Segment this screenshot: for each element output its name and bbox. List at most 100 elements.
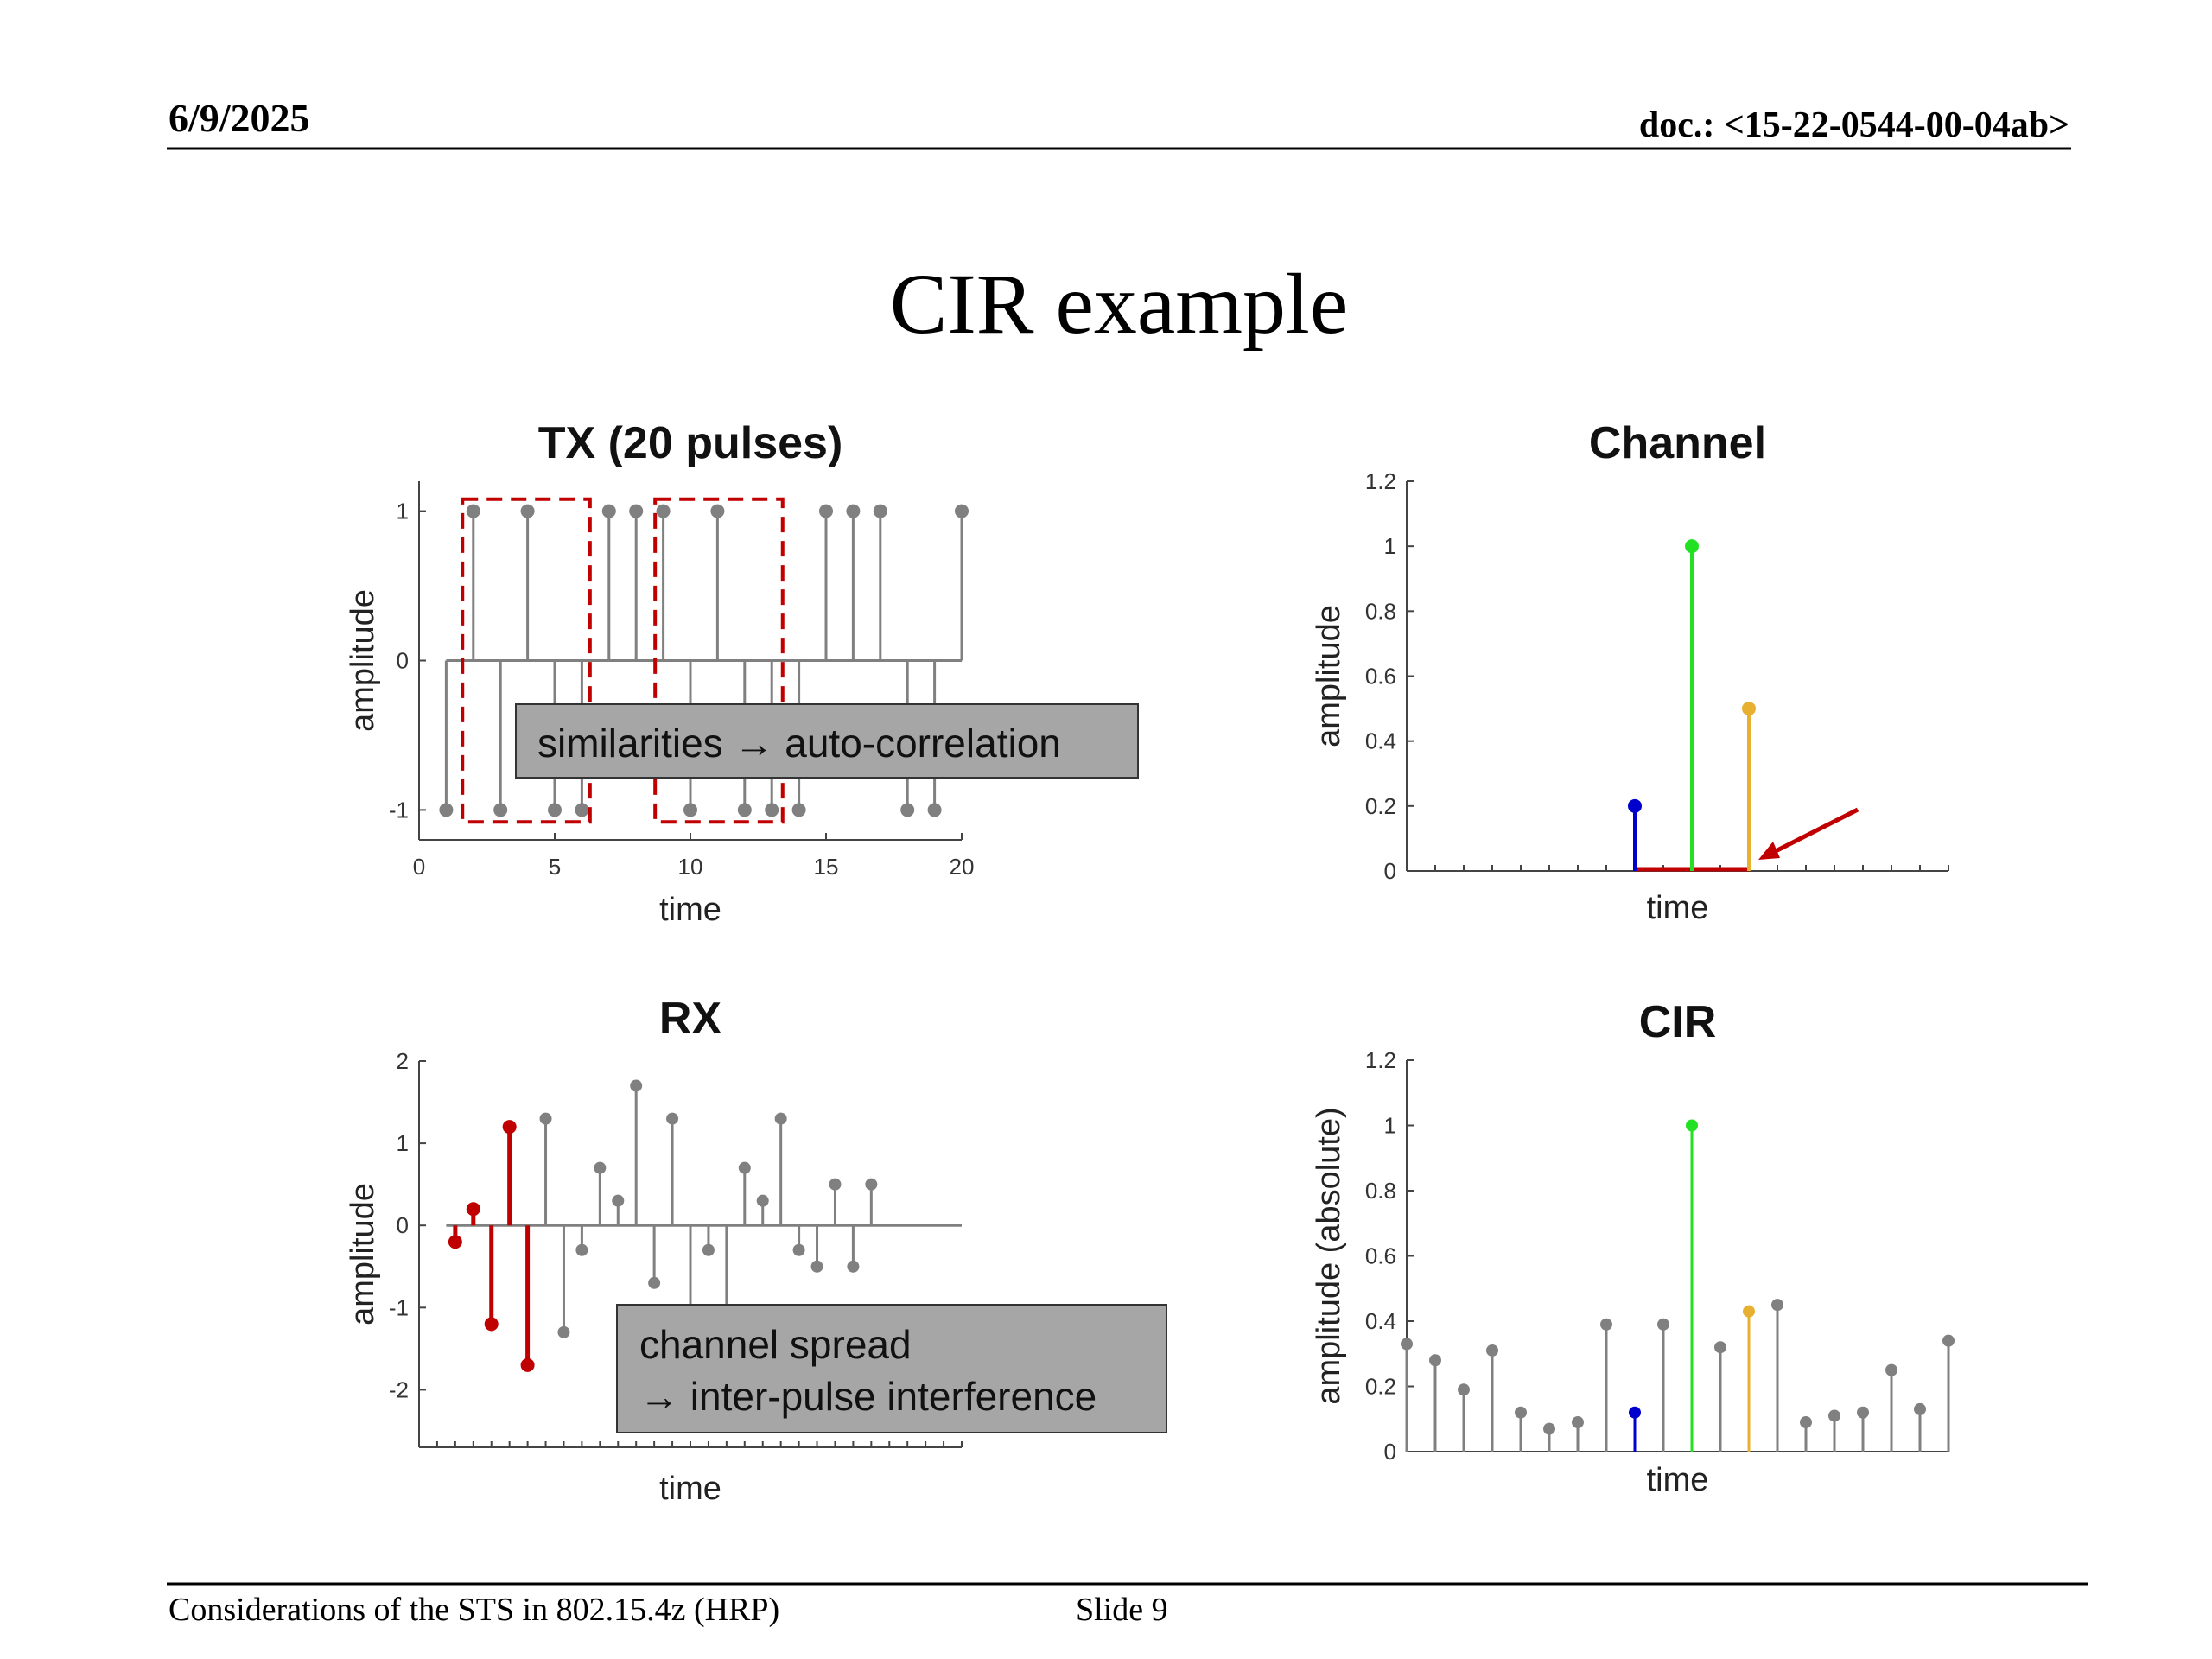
tx-pulse-marker xyxy=(737,803,752,817)
tx-y-tick-label: 1 xyxy=(397,499,409,524)
rx-sample-marker xyxy=(792,1243,805,1256)
cir-tap-marker xyxy=(1885,1363,1897,1376)
channel-arrow-head xyxy=(1758,842,1780,860)
rx-sample-marker xyxy=(666,1112,679,1125)
tx-pulse-marker xyxy=(791,803,806,817)
rx-sample-highlight-marker xyxy=(484,1317,499,1332)
rx-sample-marker xyxy=(702,1243,715,1256)
tx-y-tick-label: 0 xyxy=(397,648,409,674)
tx-pulse-marker xyxy=(873,504,887,518)
cir-tap-marker xyxy=(1486,1344,1498,1357)
tx-annotation: similarities → auto-correlation xyxy=(515,703,1139,779)
channel-arrow-shaft xyxy=(1767,807,1859,857)
rx-sample-marker xyxy=(594,1161,607,1174)
tx-pulse-marker xyxy=(629,504,644,518)
rx-y-tick-label: 2 xyxy=(397,1048,409,1074)
cir-tap-marker xyxy=(1714,1341,1726,1354)
rx-y-tick-label: 0 xyxy=(397,1212,409,1238)
tx-pulse-marker xyxy=(710,504,725,518)
channel-y-tick-label: 0.6 xyxy=(1365,664,1396,690)
tx-pulse-marker xyxy=(493,803,508,817)
tx-highlight-box xyxy=(461,497,592,824)
rx-sample-highlight-marker xyxy=(448,1235,462,1249)
tx-x-tick-label: 10 xyxy=(678,854,703,880)
channel-arrow xyxy=(1758,807,1859,860)
cir-tap-marker xyxy=(1458,1383,1470,1396)
footer-left: Considerations of the STS in 802.15.4z (… xyxy=(168,1592,779,1628)
cir-tap-marker xyxy=(1543,1422,1555,1435)
rx-sample-marker xyxy=(575,1243,588,1256)
rx-sample-marker xyxy=(612,1194,625,1207)
cir-tap-blue-marker xyxy=(1629,1406,1641,1419)
rx-sample-marker xyxy=(865,1178,878,1191)
cir-xlabel: time xyxy=(1647,1462,1709,1498)
tx-xlabel: time xyxy=(659,892,721,928)
tx-y-tick-label: -1 xyxy=(389,797,409,823)
tx-pulse-marker xyxy=(819,504,833,518)
cir-tap-marker xyxy=(1600,1318,1612,1331)
cir-tap-orange-marker xyxy=(1743,1305,1755,1318)
chart-rx: -2 -1 0 1 2 RX time amplitude xyxy=(345,994,963,1507)
tx-pulse-marker xyxy=(900,803,915,817)
cir-y-tick-label: 0.6 xyxy=(1365,1243,1396,1269)
tx-pulse-marker xyxy=(575,803,589,817)
cir-y-tick-label: 0.2 xyxy=(1365,1374,1396,1400)
tx-pulse-marker xyxy=(601,504,616,518)
cir-y-tick-label: 1 xyxy=(1384,1113,1396,1139)
tx-pulse-marker xyxy=(765,803,779,817)
rx-sample-highlight-marker xyxy=(466,1202,480,1217)
header-doc: doc.: <15-22-0544-00-04ab> xyxy=(1639,105,2069,145)
channel-y-tick-label: 1.2 xyxy=(1365,468,1396,494)
cir-tap-marker xyxy=(1857,1406,1869,1419)
tx-annotation-box xyxy=(515,703,1139,779)
cir-tap-marker xyxy=(1771,1299,1783,1312)
rx-xlabel: time xyxy=(659,1471,721,1507)
channel-tap-blue-marker xyxy=(1628,798,1642,813)
channel-y-tick-label: 1 xyxy=(1384,533,1396,559)
rx-sample-marker xyxy=(774,1112,787,1125)
chart-cir: 0 0.2 0.4 0.6 0.8 1 1.2 CIR time amplitude (absol… xyxy=(1311,997,1955,1498)
rx-sample-marker xyxy=(648,1276,661,1289)
channel-tap-green-marker xyxy=(1685,539,1699,554)
tx-pulse-marker xyxy=(955,504,969,518)
channel-xlabel: time xyxy=(1647,890,1709,926)
rx-sample-highlight-marker xyxy=(502,1120,517,1135)
tx-pulse-marker xyxy=(846,504,861,518)
cir-y-tick-label: 0.8 xyxy=(1365,1178,1396,1204)
cir-tap-marker xyxy=(1657,1318,1669,1331)
tx-highlight-box xyxy=(653,497,785,824)
rx-sample-highlight-marker xyxy=(520,1357,535,1372)
tx-annotation-text: similarities → auto-correlation xyxy=(537,721,1061,766)
cir-tap-marker xyxy=(1914,1402,1926,1415)
rx-sample-marker xyxy=(756,1194,769,1207)
channel-tap-orange-marker xyxy=(1742,702,1756,716)
cir-tap-marker xyxy=(1515,1406,1527,1419)
cir-title: CIR xyxy=(1639,997,1717,1047)
slide-title: CIR example xyxy=(890,256,1348,352)
tx-pulse-marker xyxy=(683,803,697,817)
rx-ylabel: amplitude xyxy=(345,1183,381,1325)
rx-sample-marker xyxy=(738,1161,751,1174)
channel-y-tick-label: 0.8 xyxy=(1365,598,1396,624)
tx-title: TX (20 pulses) xyxy=(538,418,843,468)
channel-y-tick-label: 0 xyxy=(1384,858,1396,884)
rx-sample-marker xyxy=(829,1178,842,1191)
cir-y-tick-label: 0 xyxy=(1384,1439,1396,1465)
rx-title: RX xyxy=(659,994,722,1044)
rx-sample-marker xyxy=(810,1260,823,1273)
rx-sample-marker xyxy=(630,1079,643,1092)
channel-title: Channel xyxy=(1589,418,1766,468)
rx-y-tick-label: 1 xyxy=(397,1130,409,1156)
chart-tx: -1 0 1 TX (20 pulses) time amplitude 0 5 10 15 20 xyxy=(345,418,974,928)
tx-pulse-marker xyxy=(520,504,535,518)
channel-y-tick-label: 0.4 xyxy=(1365,728,1396,754)
footer-center: Slide 9 xyxy=(1076,1592,1168,1628)
cir-tap-marker xyxy=(1572,1416,1584,1429)
cir-tap-green-marker xyxy=(1686,1119,1698,1132)
rx-y-tick-label: -1 xyxy=(389,1294,409,1320)
rx-sample-marker xyxy=(539,1112,552,1125)
cir-tap-marker xyxy=(1429,1354,1441,1367)
tx-pulse-marker xyxy=(466,504,480,518)
channel-ylabel: amplitude xyxy=(1311,605,1347,747)
